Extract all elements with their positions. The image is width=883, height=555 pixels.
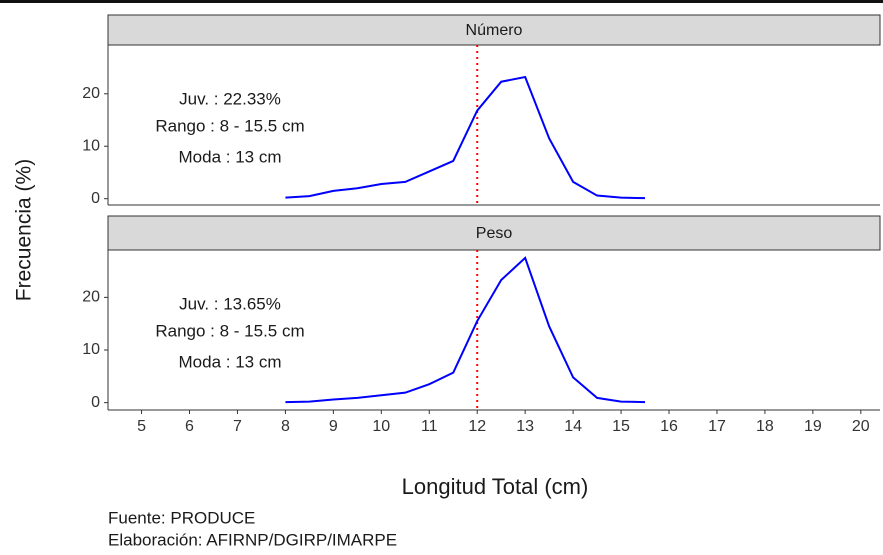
x-tick-label: 13 (516, 418, 534, 435)
data-line (285, 75, 646, 200)
facet-label: Número (466, 22, 523, 39)
facet-strip (107, 14, 881, 46)
x-tick-label: 7 (233, 418, 242, 435)
y-tick-label: 10 (82, 341, 100, 358)
x-tick-label: 20 (852, 418, 870, 435)
y-axis-label: Frecuencia (%) (13, 159, 36, 301)
facet-label: Peso (476, 225, 513, 242)
x-tick-label: 6 (185, 418, 194, 435)
y-tick-label: 0 (91, 394, 100, 411)
facet-strip (107, 215, 881, 251)
x-tick-label: 19 (804, 418, 822, 435)
x-tick-label: 8 (281, 418, 290, 435)
y-tick-label: 20 (82, 289, 100, 306)
caption: Fuente: PRODUCE (108, 508, 255, 527)
y-tick-label: 0 (91, 190, 100, 207)
annotation: Rango : 8 - 15.5 cm (155, 321, 304, 340)
x-tick-label: 5 (137, 418, 146, 435)
caption: Elaboración: AFIRNP/DGIRP/IMARPE (108, 530, 397, 549)
annotation: Moda : 13 cm (179, 352, 282, 371)
x-tick-label: 11 (421, 418, 438, 435)
x-tick-label: 14 (564, 418, 582, 435)
annotation: Rango : 8 - 15.5 cm (155, 116, 304, 135)
x-tick-label: 12 (468, 418, 486, 435)
x-axis-label: Longitud Total (cm) (402, 474, 589, 499)
x-tick-label: 16 (660, 418, 678, 435)
data-line (285, 256, 646, 404)
top-rule (0, 0, 883, 3)
x-tick-label: 10 (372, 418, 390, 435)
y-tick-label: 20 (82, 85, 100, 102)
annotation: Moda : 13 cm (179, 147, 282, 166)
x-tick-label: 15 (612, 418, 630, 435)
x-tick-label: 9 (329, 418, 338, 435)
x-tick-label: 17 (708, 418, 726, 435)
x-tick-label: 18 (756, 418, 774, 435)
annotation: Juv. : 13.65% (179, 294, 281, 313)
annotation: Juv. : 22.33% (179, 89, 281, 108)
y-tick-label: 10 (82, 137, 100, 154)
